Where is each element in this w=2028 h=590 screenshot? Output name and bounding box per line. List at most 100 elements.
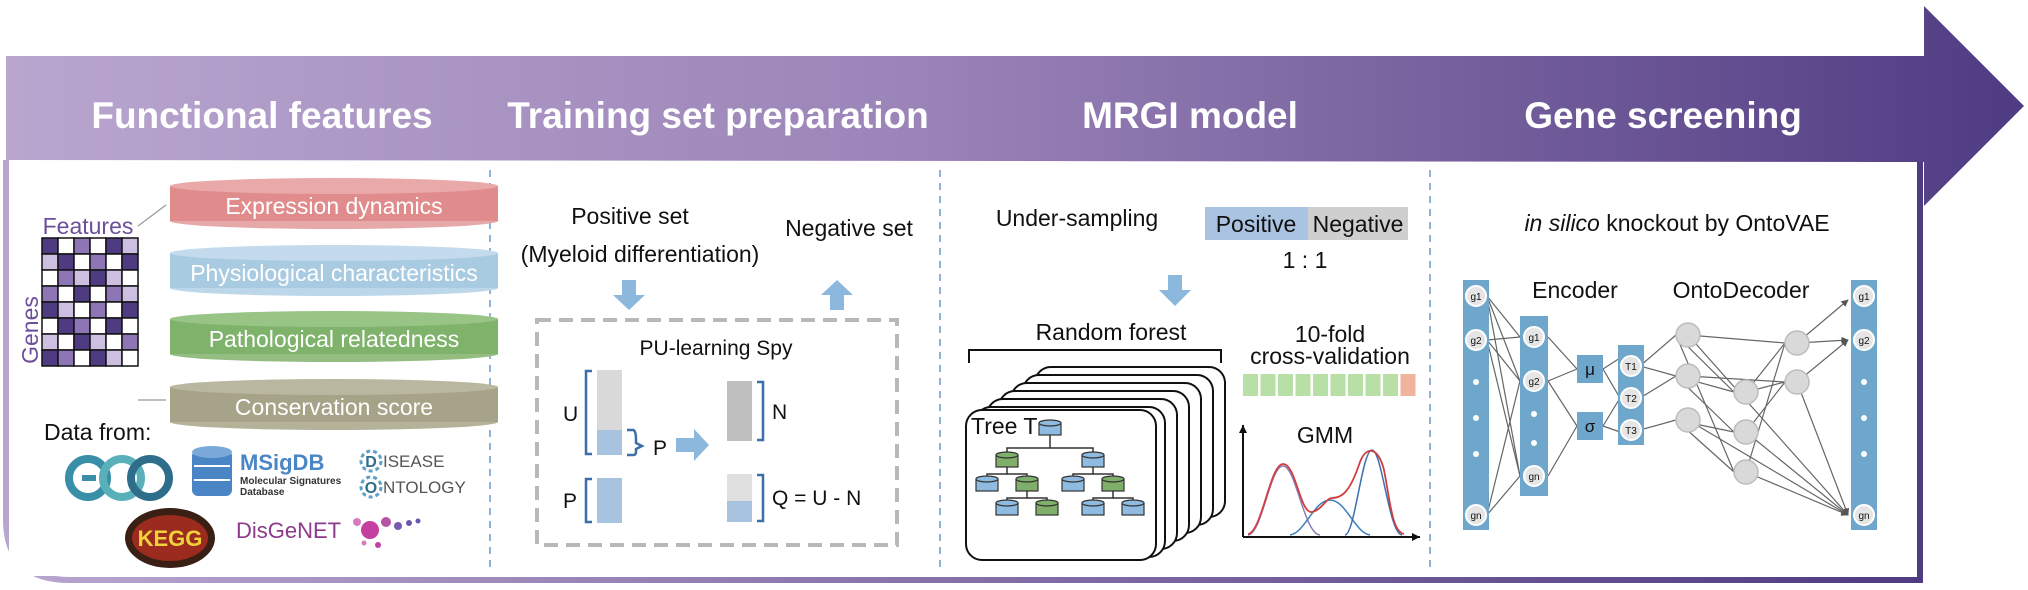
matrix-cell xyxy=(73,301,91,319)
matrix-cell xyxy=(57,349,75,367)
matrix-cell xyxy=(105,349,123,367)
cv-fold xyxy=(1400,374,1416,396)
u-set-bar: U P xyxy=(563,369,667,460)
pu-learning-box xyxy=(535,318,899,547)
decoder-label: OntoDecoder xyxy=(1673,277,1810,303)
gmm-component-2 xyxy=(1289,499,1371,536)
tree-node-top xyxy=(1121,499,1145,507)
do-line-1: ISEASE xyxy=(383,452,444,471)
random-forest-label: Random forest xyxy=(1036,319,1187,345)
negative-set-label: Negative set xyxy=(785,215,913,241)
layer-pathological-relatedness: Pathological relatedness xyxy=(170,311,498,362)
matrix-cell xyxy=(105,253,123,271)
matrix-cell xyxy=(105,269,123,287)
cv-fold xyxy=(1365,374,1381,396)
matrix-cell xyxy=(105,317,123,335)
onto-node-4 xyxy=(1733,379,1759,405)
output-gene-nodes: g1 g2 gn xyxy=(1853,285,1875,526)
q-set-bar: Q = U - N xyxy=(727,473,861,523)
tree-label: Tree T xyxy=(971,413,1037,439)
input-gene-column xyxy=(1463,280,1489,530)
feature-layer-stack: Expression dynamics Physiological charac… xyxy=(170,178,498,430)
cv-fold xyxy=(1243,374,1258,396)
down-arrow-model xyxy=(1159,275,1191,306)
tree-node-top xyxy=(1038,419,1062,427)
disgenet-logo: DisGeNET xyxy=(236,517,421,548)
genes-axis-label: Genes xyxy=(17,296,43,364)
output-gene-1: g1 xyxy=(1858,292,1870,303)
tree-node-top xyxy=(1015,475,1039,483)
matrix-cell xyxy=(57,285,75,303)
onto-node-2 xyxy=(1675,363,1701,389)
input-gene-nodes: g1 g2 gn xyxy=(1465,285,1487,526)
matrix-cell xyxy=(57,301,75,319)
matrix-cell xyxy=(105,237,123,255)
matrix-cell xyxy=(105,301,123,319)
encoder-gene-n: gn xyxy=(1528,472,1539,483)
matrix-cell xyxy=(57,253,75,271)
encoder-gene-2: g2 xyxy=(1528,377,1540,388)
do-line-2: NTOLOGY xyxy=(383,478,466,497)
tree-node-top xyxy=(975,475,999,483)
layer-label-pathological: Pathological relatedness xyxy=(209,326,460,352)
input-gene-1: g1 xyxy=(1470,292,1482,303)
onto-node-1 xyxy=(1675,322,1701,348)
negative-label: Negative xyxy=(1313,211,1404,237)
cv-fold xyxy=(1295,374,1311,396)
input-gene-n: gn xyxy=(1470,511,1481,522)
matrix-cell xyxy=(57,237,75,255)
title-training-set: Training set preparation xyxy=(507,95,928,136)
cv-label-line2: cross-validation xyxy=(1250,343,1410,369)
n-set-bar: N xyxy=(727,380,787,442)
term-2: T2 xyxy=(1625,394,1637,405)
matrix-cell xyxy=(41,301,59,319)
onto-node-5 xyxy=(1733,419,1759,445)
layer-expression-dynamics: Expression dynamics xyxy=(170,178,498,229)
encoder-label: Encoder xyxy=(1532,277,1618,303)
output-gene-n: gn xyxy=(1858,511,1869,522)
mu-box xyxy=(1577,355,1603,383)
encoder-gene-nodes: g1 g2 gn xyxy=(1523,326,1545,487)
layer-conservation-score: Conservation score xyxy=(170,379,498,430)
sigma-box xyxy=(1577,412,1603,440)
matrix-cell xyxy=(105,285,123,303)
matrix-cell xyxy=(121,301,139,319)
matrix-cell xyxy=(121,317,139,335)
matrix-cell xyxy=(105,333,123,351)
title-functional-features: Functional features xyxy=(91,95,432,136)
matrix-cell xyxy=(73,253,91,271)
label-p-arrow: P xyxy=(653,437,667,460)
kegg-name: KEGG xyxy=(138,526,203,551)
mu-label: μ xyxy=(1585,360,1595,379)
gmm-mixture xyxy=(1247,450,1405,535)
sigma-label: σ xyxy=(1585,417,1596,436)
matrix-cell xyxy=(41,317,59,335)
matrix-cell xyxy=(89,253,107,271)
matrix-cell xyxy=(89,269,107,287)
tree-node-top xyxy=(1035,499,1059,507)
matrix-cell xyxy=(121,237,139,255)
matrix-cell xyxy=(73,269,91,287)
matrix-cell xyxy=(41,349,59,367)
matrix-cell xyxy=(73,285,91,303)
right-arrow-spy xyxy=(676,429,709,461)
up-arrow-negative xyxy=(821,280,853,310)
matrix-cell xyxy=(121,333,139,351)
ontology-nodes xyxy=(1675,322,1810,485)
do-letter-d: D xyxy=(365,454,377,471)
matrix-cell xyxy=(57,333,75,351)
positive-set-sublabel: (Myeloid differentiation) xyxy=(521,241,760,267)
matrix-cell xyxy=(73,317,91,335)
layer-physiological-characteristics: Physiological characteristics xyxy=(170,245,498,296)
term-nodes: T1 T2 T3 xyxy=(1620,355,1642,441)
tree-node-top xyxy=(995,451,1019,459)
features-label: Features xyxy=(43,213,134,239)
tree-node-top xyxy=(1081,499,1105,507)
label-u: U xyxy=(563,403,578,426)
pu-learning-title: PU-learning Spy xyxy=(640,337,793,360)
tree-node-top xyxy=(1081,451,1105,459)
matrix-cell xyxy=(73,333,91,351)
positive-label: Positive xyxy=(1216,211,1297,237)
onto-node-6 xyxy=(1733,459,1759,485)
